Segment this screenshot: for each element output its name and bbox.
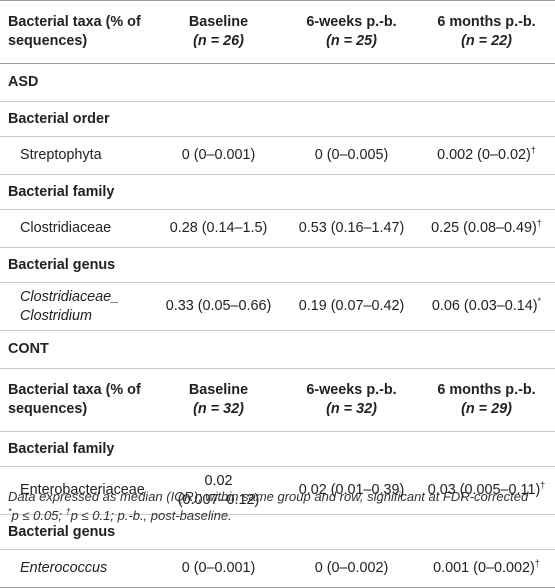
6weeks-cell: 0.19 (0.07–0.42) <box>285 282 418 331</box>
header-baseline-n: (n = 26) <box>193 33 244 49</box>
6weeks-cell: 0.02 (0.01–0.39) <box>285 466 418 515</box>
header-6weeks-label: 6-weeks p.-b. <box>306 382 397 398</box>
header-6weeks: 6-weeks p.-b. (n = 25) <box>285 0 418 64</box>
table-row: Streptophyta 0 (0–0.001) 0 (0–0.005) 0.0… <box>0 136 555 175</box>
table-row: Enterobacteriaceae 0.02 (0.007–0.12) 0.0… <box>0 466 555 515</box>
taxon-cell: Clostridiaceae <box>0 209 152 248</box>
header-6weeks-n: (n = 25) <box>326 33 377 49</box>
significance-mark: * <box>537 296 542 307</box>
header-taxa: Bacterial taxa (% of sequences) <box>0 0 152 64</box>
6months-cell: 0.001 (0–0.002)† <box>418 549 555 588</box>
6months-value: 0.03 (0.005–0.11) <box>427 482 541 498</box>
6months-cell: 0.002 (0–0.02)† <box>418 136 555 175</box>
header-6weeks: 6-weeks p.-b. (n = 32) <box>285 368 418 432</box>
category-order-label: Bacterial order <box>0 101 555 137</box>
6months-cell: 0.25 (0.08–0.49)† <box>418 209 555 248</box>
table-header-asd: Bacterial taxa (% of sequences) Baseline… <box>0 0 555 64</box>
table-footnote: Data expressed as median (IQR); within s… <box>8 487 553 525</box>
category-genus-label: Bacterial genus <box>0 247 555 283</box>
taxon-cell: Clostridiaceae_ Clostridium <box>0 282 152 331</box>
baseline-cell: 0.33 (0.05–0.66) <box>152 282 285 331</box>
taxon-line-1: Clostridiaceae_ <box>20 288 120 305</box>
6months-cell: 0.03 (0.005–0.11)† <box>418 466 555 515</box>
section-cont: CONT <box>0 330 555 369</box>
6months-value: 0.001 (0–0.002) <box>433 560 535 576</box>
taxon-cell: Streptophyta <box>0 136 152 175</box>
footnote-mark-asterisk: * <box>8 506 12 517</box>
header-6months-label: 6 months p.-b. <box>437 14 536 30</box>
section-asd: ASD <box>0 64 555 102</box>
6months-value: 0.002 (0–0.02) <box>437 147 531 163</box>
6weeks-cell: 0 (0–0.002) <box>285 549 418 588</box>
table-row: Clostridiaceae 0.28 (0.14–1.5) 0.53 (0.1… <box>0 209 555 248</box>
baseline-line-2: (0.007–0.12) <box>177 491 260 508</box>
baseline-cell: 0 (0–0.001) <box>152 136 285 175</box>
table-row: Enterococcus 0 (0–0.001) 0 (0–0.002) 0.0… <box>0 549 555 588</box>
header-baseline-n: (n = 32) <box>193 401 244 417</box>
significance-mark: † <box>530 145 536 156</box>
significance-mark: † <box>536 218 542 229</box>
category-family-label: Bacterial family <box>0 174 555 210</box>
6weeks-cell: 0 (0–0.005) <box>285 136 418 175</box>
header-baseline-label: Baseline <box>188 382 249 398</box>
header-6months: 6 months p.-b. (n = 22) <box>418 0 555 64</box>
baseline-cell: 0 (0–0.001) <box>152 549 285 588</box>
section-asd-label: ASD <box>8 74 39 90</box>
baseline-cell: 0.02 (0.007–0.12) <box>152 466 285 515</box>
6months-cell: 0.06 (0.03–0.14)* <box>418 282 555 331</box>
baseline-cell: 0.28 (0.14–1.5) <box>152 209 285 248</box>
header-6months-n: (n = 29) <box>461 401 512 417</box>
category-family: Bacterial family <box>0 174 555 210</box>
section-cont-label: CONT <box>0 330 555 369</box>
header-6weeks-label: 6-weeks p.-b. <box>306 14 397 30</box>
footnote-mark-dagger: † <box>65 506 71 517</box>
footnote-p05: p ≤ 0.05; <box>11 508 66 523</box>
table-row: Clostridiaceae_ Clostridium 0.33 (0.05–0… <box>0 282 555 331</box>
baseline-line-1: 0.02 <box>204 472 233 489</box>
header-baseline: Baseline (n = 26) <box>152 0 285 64</box>
category-family-label: Bacterial family <box>0 431 555 467</box>
header-6months-label: 6 months p.-b. <box>437 382 536 398</box>
category-family: Bacterial family <box>0 431 555 467</box>
header-6months: 6 months p.-b. (n = 29) <box>418 368 555 432</box>
category-order: Bacterial order <box>0 101 555 137</box>
header-taxa: Bacterial taxa (% of sequences) <box>0 368 152 432</box>
footnote-line-1: Data expressed as median (IQR); within s… <box>8 489 529 504</box>
category-genus: Bacterial genus <box>0 247 555 283</box>
taxon-line-2: Clostridium <box>20 307 92 324</box>
6months-value: 0.25 (0.08–0.49) <box>431 220 537 236</box>
significance-mark: † <box>540 480 546 491</box>
header-baseline-label: Baseline <box>188 14 249 30</box>
6weeks-cell: 0.53 (0.16–1.47) <box>285 209 418 248</box>
header-6weeks-n: (n = 32) <box>326 401 377 417</box>
header-baseline: Baseline (n = 32) <box>152 368 285 432</box>
taxon-cell: Enterococcus <box>0 549 152 588</box>
header-6months-n: (n = 22) <box>461 33 512 49</box>
footnote-p10: p ≤ 0.1; p.-b., post-baseline. <box>70 508 232 523</box>
significance-mark: † <box>534 558 540 569</box>
6months-value: 0.06 (0.03–0.14) <box>431 298 538 314</box>
taxon-cell: Enterobacteriaceae <box>0 466 152 515</box>
table-header-cont: Bacterial taxa (% of sequences) Baseline… <box>0 368 555 432</box>
